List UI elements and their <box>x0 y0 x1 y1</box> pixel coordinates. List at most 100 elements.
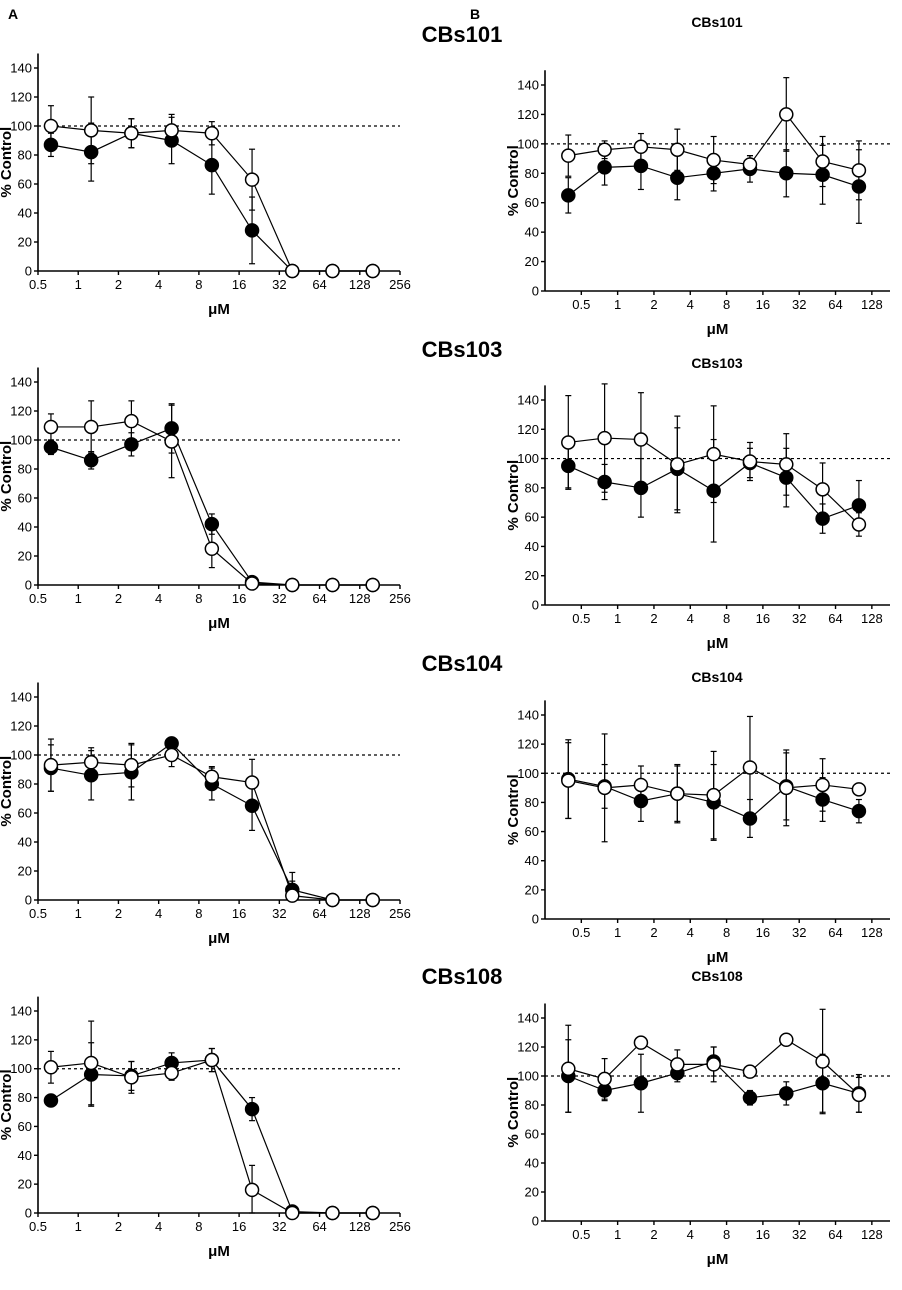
y-tick-label: 120 <box>10 719 32 734</box>
x-tick-label: 4 <box>687 1227 694 1242</box>
y-tick-label: 140 <box>10 690 32 705</box>
data-point-filled <box>779 166 794 181</box>
x-tick-label: 1 <box>75 1219 82 1234</box>
y-tick-label: 100 <box>517 451 539 466</box>
y-tick-label: 0 <box>25 893 32 908</box>
chart-a-cbs108: CBs108 0 20 40 60 80 100 120 140 0.5 1 2 4 8 16 32 64 128… <box>0 964 502 1260</box>
y-tick-label: 120 <box>517 1040 539 1055</box>
y-axis-label: % Control <box>0 441 15 512</box>
y-tick-label: 100 <box>517 1069 539 1084</box>
x-tick-label: 256 <box>389 1219 411 1234</box>
data-point-open <box>597 780 612 796</box>
data-point-open <box>851 517 867 532</box>
y-tick-label: 100 <box>10 1061 32 1076</box>
x-tick-label: 64 <box>312 591 326 606</box>
data-point-filled <box>779 1086 794 1101</box>
y-tick-label: 120 <box>10 90 32 105</box>
data-point-open <box>815 482 830 497</box>
y-tick-label: 40 <box>18 1148 32 1163</box>
chart-a-cbs101: CBs101 0 20 40 60 80 100 120 140 0.5 1 2 4 8 16 32 64 128… <box>0 22 502 318</box>
x-tick-label: 1 <box>75 906 82 921</box>
data-point-open <box>164 1065 179 1081</box>
y-tick-label: 20 <box>18 1177 32 1192</box>
y-axis-label: % Control <box>0 756 15 827</box>
data-point-filled <box>244 798 260 813</box>
x-tick-label: 4 <box>687 611 694 626</box>
data-point-open <box>43 419 59 435</box>
y-tick-label: 0 <box>532 912 539 927</box>
x-tick-label: 2 <box>115 591 122 606</box>
data-point-filled <box>815 1076 830 1091</box>
x-tick-label: 2 <box>115 277 122 292</box>
x-tick-label: 32 <box>792 297 806 312</box>
y-tick-label: 40 <box>18 206 32 221</box>
x-tick-label: 8 <box>723 611 730 626</box>
x-axis-label: μM <box>707 1251 729 1268</box>
x-tick-label: 128 <box>349 906 371 921</box>
data-point-open <box>633 139 649 155</box>
x-axis-label: μM <box>208 1243 230 1260</box>
x-tick-label: 128 <box>349 1219 371 1234</box>
y-tick-label: 100 <box>517 766 539 781</box>
chart-title: CBs103 <box>422 337 503 362</box>
y-tick-label: 20 <box>525 1185 539 1200</box>
x-tick-label: 1 <box>75 591 82 606</box>
data-point-open <box>83 419 99 435</box>
x-tick-label: 8 <box>195 1219 202 1234</box>
x-tick-label: 8 <box>723 1227 730 1242</box>
data-point-open <box>365 263 380 279</box>
y-tick-label: 60 <box>18 806 32 821</box>
y-tick-label: 120 <box>517 107 539 122</box>
data-point-open <box>204 1052 220 1068</box>
data-point-filled <box>633 793 649 809</box>
chart-a-cbs103: CBs103 0 20 40 60 80 100 120 140 0.5 1 2 4 8 16 32 64 128… <box>0 337 502 632</box>
y-tick-label: 80 <box>18 1090 32 1105</box>
y-tick-label: 120 <box>10 1032 32 1047</box>
data-point-open <box>244 1182 260 1198</box>
data-point-open <box>597 142 612 157</box>
data-point-open <box>670 1057 685 1072</box>
x-tick-label: 128 <box>861 1227 883 1242</box>
series-line-open <box>50 1059 373 1214</box>
y-tick-label: 100 <box>10 748 32 763</box>
y-tick-label: 120 <box>517 737 539 752</box>
data-point-open <box>325 263 340 279</box>
y-tick-label: 60 <box>18 177 32 192</box>
x-tick-label: 64 <box>828 925 842 940</box>
panel-label-a: A <box>8 6 18 22</box>
x-tick-label: 16 <box>756 925 770 940</box>
y-tick-label: 0 <box>532 1214 539 1229</box>
x-tick-label: 128 <box>861 925 883 940</box>
x-tick-label: 64 <box>828 297 842 312</box>
x-tick-label: 0.5 <box>572 925 590 940</box>
chart-b-cbs108: CBs108 0 20 40 60 80 100 120 140 0.5 1 2 4 8 16 32 64 128… <box>505 968 890 1268</box>
chart-title: CBs104 <box>691 669 743 685</box>
data-point-open <box>779 457 794 472</box>
data-point-open <box>325 892 340 908</box>
data-point-open <box>83 123 99 138</box>
chart-title: CBs103 <box>691 355 743 371</box>
data-point-open <box>670 457 685 472</box>
data-point-filled <box>43 137 59 153</box>
data-point-filled <box>706 166 721 181</box>
y-tick-label: 40 <box>525 853 539 868</box>
y-tick-label: 40 <box>525 225 539 240</box>
x-tick-label: 4 <box>155 591 162 606</box>
data-point-filled <box>43 1093 59 1108</box>
chart-b-cbs101: CBs101 0 20 40 60 80 100 120 140 0.5 1 2 4 8 16 32 64 128… <box>505 14 890 338</box>
data-point-open <box>851 163 867 178</box>
x-tick-label: 2 <box>650 1227 657 1242</box>
data-point-open <box>325 577 340 593</box>
chart-title: CBs108 <box>691 968 743 984</box>
x-tick-label: 32 <box>792 611 806 626</box>
data-point-filled <box>815 511 830 526</box>
x-tick-label: 8 <box>723 297 730 312</box>
x-axis-label: μM <box>707 321 729 338</box>
x-tick-label: 0.5 <box>572 297 590 312</box>
y-tick-label: 80 <box>525 166 539 181</box>
x-tick-label: 0.5 <box>29 906 47 921</box>
x-tick-label: 2 <box>115 906 122 921</box>
y-tick-label: 60 <box>18 491 32 506</box>
data-point-filled <box>561 458 576 474</box>
